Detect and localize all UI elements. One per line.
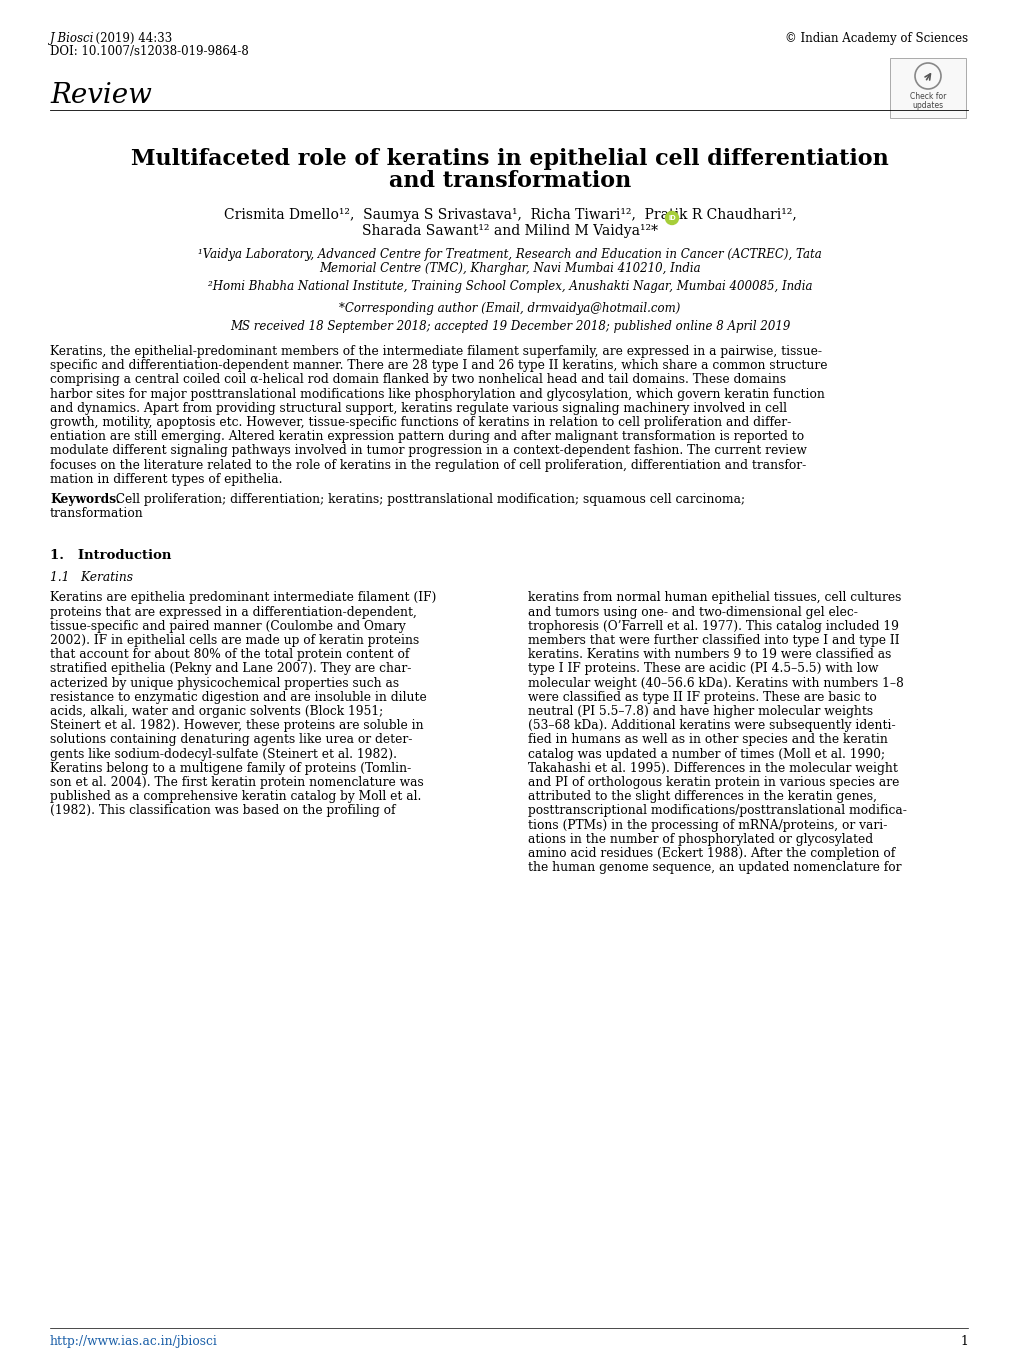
Text: tions (PTMs) in the processing of mRNA/proteins, or vari-: tions (PTMs) in the processing of mRNA/p… (528, 818, 887, 832)
Text: attributed to the slight differences in the keratin genes,: attributed to the slight differences in … (528, 790, 876, 804)
Text: 1: 1 (959, 1335, 967, 1348)
Text: focuses on the literature related to the role of keratins in the regulation of c: focuses on the literature related to the… (50, 458, 805, 472)
Text: 2002). IF in epithelial cells are made up of keratin proteins: 2002). IF in epithelial cells are made u… (50, 634, 419, 646)
Text: comprising a central coiled coil α-helical rod domain flanked by two nonhelical : comprising a central coiled coil α-helic… (50, 374, 786, 386)
Text: J Biosci: J Biosci (50, 33, 95, 45)
Bar (890, 58, 965, 118)
Text: tissue-specific and paired manner (Coulombe and Omary: tissue-specific and paired manner (Coulo… (50, 619, 406, 633)
Text: © Indian Academy of Sciences: © Indian Academy of Sciences (784, 33, 967, 45)
Text: (53–68 kDa). Additional keratins were subsequently identi-: (53–68 kDa). Additional keratins were su… (528, 720, 895, 732)
Text: Sharada Sawant¹² and Milind M Vaidya¹²*: Sharada Sawant¹² and Milind M Vaidya¹²* (362, 224, 657, 238)
Text: catalog was updated a number of times (Moll et al. 1990;: catalog was updated a number of times (M… (528, 748, 884, 760)
Text: specific and differentiation-dependent manner. There are 28 type I and 26 type I: specific and differentiation-dependent m… (50, 359, 826, 373)
Text: acterized by unique physicochemical properties such as: acterized by unique physicochemical prop… (50, 676, 398, 690)
Circle shape (664, 211, 678, 225)
Text: Steinert et al. 1982). However, these proteins are soluble in: Steinert et al. 1982). However, these pr… (50, 720, 423, 732)
Text: ¹Vaidya Laboratory, Advanced Centre for Treatment, Research and Education in Can: ¹Vaidya Laboratory, Advanced Centre for … (198, 248, 821, 262)
Text: members that were further classified into type I and type II: members that were further classified int… (528, 634, 899, 646)
Text: http://www.ias.ac.in/jbiosci: http://www.ias.ac.in/jbiosci (50, 1335, 218, 1348)
Text: Multifaceted role of keratins in epithelial cell differentiation: Multifaceted role of keratins in epithel… (131, 148, 888, 169)
Text: mation in different types of epithelia.: mation in different types of epithelia. (50, 473, 282, 486)
Text: harbor sites for major posttranslational modifications like phosphorylation and : harbor sites for major posttranslational… (50, 388, 824, 401)
Text: and transformation: and transformation (388, 169, 631, 192)
Text: proteins that are expressed in a differentiation-dependent,: proteins that are expressed in a differe… (50, 606, 417, 619)
Text: Keratins are epithelia predominant intermediate filament (IF): Keratins are epithelia predominant inter… (50, 591, 436, 604)
Text: MS received 18 September 2018; accepted 19 December 2018; published online 8 Apr: MS received 18 September 2018; accepted … (229, 320, 790, 333)
Text: Cell proliferation; differentiation; keratins; posttranslational modification; s: Cell proliferation; differentiation; ker… (108, 493, 745, 505)
Text: gents like sodium-dodecyl-sulfate (Steinert et al. 1982).: gents like sodium-dodecyl-sulfate (Stein… (50, 748, 396, 760)
Text: (1982). This classification was based on the profiling of: (1982). This classification was based on… (50, 805, 395, 817)
Text: and tumors using one- and two-dimensional gel elec-: and tumors using one- and two-dimensiona… (528, 606, 857, 619)
Text: updates: updates (912, 102, 943, 110)
Text: acids, alkali, water and organic solvents (Block 1951;: acids, alkali, water and organic solvent… (50, 705, 383, 718)
Text: that account for about 80% of the total protein content of: that account for about 80% of the total … (50, 648, 409, 661)
Text: (2019) 44:33: (2019) 44:33 (88, 33, 172, 45)
Text: solutions containing denaturing agents like urea or deter-: solutions containing denaturing agents l… (50, 733, 412, 747)
Text: amino acid residues (Eckert 1988). After the completion of: amino acid residues (Eckert 1988). After… (528, 847, 895, 860)
Text: type I IF proteins. These are acidic (PI 4.5–5.5) with low: type I IF proteins. These are acidic (PI… (528, 663, 877, 675)
Text: iD: iD (667, 215, 676, 221)
Text: the human genome sequence, an updated nomenclature for: the human genome sequence, an updated no… (528, 862, 901, 874)
Text: molecular weight (40–56.6 kDa). Keratins with numbers 1–8: molecular weight (40–56.6 kDa). Keratins… (528, 676, 903, 690)
Text: Crismita Dmello¹²,  Saumya S Srivastava¹,  Richa Tiwari¹²,  Pratik R Chaudhari¹²: Crismita Dmello¹², Saumya S Srivastava¹,… (223, 209, 796, 222)
Text: keratins from normal human epithelial tissues, cell cultures: keratins from normal human epithelial ti… (528, 591, 901, 604)
Text: trophoresis (O’Farrell et al. 1977). This catalog included 19: trophoresis (O’Farrell et al. 1977). Thi… (528, 619, 898, 633)
Text: *Corresponding author (Email, drmvaidya@hotmail.com): *Corresponding author (Email, drmvaidya@… (339, 302, 680, 314)
Text: and dynamics. Apart from providing structural support, keratins regulate various: and dynamics. Apart from providing struc… (50, 402, 787, 415)
Text: 1.1   Keratins: 1.1 Keratins (50, 572, 132, 584)
Text: ations in the number of phosphorylated or glycosylated: ations in the number of phosphorylated o… (528, 833, 872, 846)
Text: stratified epithelia (Pekny and Lane 2007). They are char-: stratified epithelia (Pekny and Lane 200… (50, 663, 411, 675)
Text: Memorial Centre (TMC), Kharghar, Navi Mumbai 410210, India: Memorial Centre (TMC), Kharghar, Navi Mu… (319, 262, 700, 275)
Text: transformation: transformation (50, 507, 144, 520)
Text: Review: Review (50, 83, 152, 108)
Text: entiation are still emerging. Altered keratin expression pattern during and afte: entiation are still emerging. Altered ke… (50, 430, 803, 443)
Text: ²Homi Bhabha National Institute, Training School Complex, Anushakti Nagar, Mumba: ²Homi Bhabha National Institute, Trainin… (208, 280, 811, 293)
Text: Keratins, the epithelial-predominant members of the intermediate filament superf: Keratins, the epithelial-predominant mem… (50, 346, 821, 358)
Text: Takahashi et al. 1995). Differences in the molecular weight: Takahashi et al. 1995). Differences in t… (528, 762, 897, 775)
Text: son et al. 2004). The first keratin protein nomenclature was: son et al. 2004). The first keratin prot… (50, 776, 423, 789)
Text: posttranscriptional modifications/posttranslational modifica-: posttranscriptional modifications/posttr… (528, 805, 906, 817)
Text: modulate different signaling pathways involved in tumor progression in a context: modulate different signaling pathways in… (50, 444, 806, 458)
Text: and PI of orthologous keratin protein in various species are: and PI of orthologous keratin protein in… (528, 776, 899, 789)
Text: published as a comprehensive keratin catalog by Moll et al.: published as a comprehensive keratin cat… (50, 790, 421, 804)
Text: growth, motility, apoptosis etc. However, tissue-specific functions of keratins : growth, motility, apoptosis etc. However… (50, 416, 791, 430)
Text: fied in humans as well as in other species and the keratin: fied in humans as well as in other speci… (528, 733, 887, 747)
Text: Keratins belong to a multigene family of proteins (Tomlin-: Keratins belong to a multigene family of… (50, 762, 411, 775)
Text: keratins. Keratins with numbers 9 to 19 were classified as: keratins. Keratins with numbers 9 to 19 … (528, 648, 891, 661)
Text: Keywords.: Keywords. (50, 493, 120, 505)
Text: Check for: Check for (909, 92, 946, 102)
Text: resistance to enzymatic digestion and are insoluble in dilute: resistance to enzymatic digestion and ar… (50, 691, 426, 703)
Text: DOI: 10.1007/s12038-019-9864-8: DOI: 10.1007/s12038-019-9864-8 (50, 45, 249, 58)
Text: were classified as type II IF proteins. These are basic to: were classified as type II IF proteins. … (528, 691, 876, 703)
Text: 1.   Introduction: 1. Introduction (50, 549, 171, 562)
Text: neutral (PI 5.5–7.8) and have higher molecular weights: neutral (PI 5.5–7.8) and have higher mol… (528, 705, 872, 718)
